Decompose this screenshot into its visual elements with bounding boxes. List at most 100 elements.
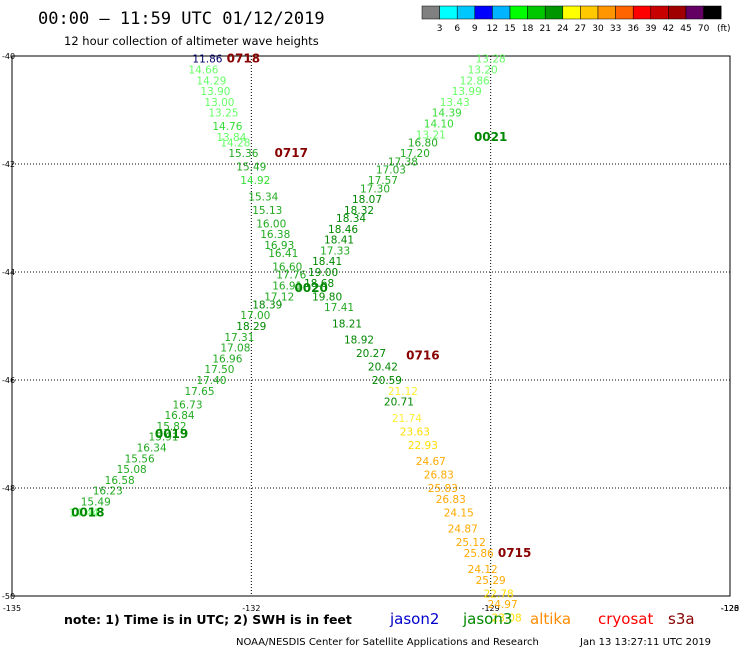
y-tick-label: -48 [2,484,15,493]
pass-labels: 0718071700210020071600190018071511171117… [71,52,531,560]
wave-height-value: 17.40 [196,375,226,387]
wave-height-value: 22.78 [484,588,514,600]
wave-height-value: 14.92 [240,175,270,187]
colorbar-swatch [703,5,722,20]
wave-height-values: 11.8614.6614.2913.9013.0013.2514.7613.84… [69,54,522,625]
wave-height-value: 13.84 [216,132,246,144]
wave-height-value: 22.93 [408,440,438,452]
colorbar-label: 70 [698,24,710,34]
wave-height-value: 13.28 [476,54,506,66]
colorbar-swatch [474,5,493,20]
wave-height-value: 15.08 [117,464,147,476]
colorbar-label: 6 [454,24,460,34]
wave-height-value: 15.34 [248,191,278,203]
colorbar-swatch [632,5,652,20]
y-tick-label: -46 [2,376,15,385]
wave-height-value: 17.30 [360,183,390,195]
y-tick-label: -40 [2,52,15,61]
pass-label: 0717 [275,146,308,160]
wave-height-value: 19.00 [308,267,338,279]
wave-height-value: 24.12 [468,564,498,576]
wave-height-value: 20.27 [356,348,386,360]
wave-height-value: 13.00 [204,97,234,109]
wave-height-value: 14.10 [424,119,454,131]
pass-label: 0716 [406,349,439,363]
colorbar-swatch [685,5,704,20]
wave-height-value: 18.68 [304,278,334,290]
wave-height-value: 17.12 [264,291,294,303]
wave-height-value: 14.44 [69,507,99,519]
wave-height-value: 13.99 [452,86,482,98]
wave-height-value: 20.59 [372,375,402,387]
colorbar-swatch [421,5,440,20]
pass-label: 0021 [474,130,507,144]
x-tick-label: -129 [482,604,500,613]
pass-label: 0715 [498,546,531,560]
wave-height-value: 14.29 [196,75,226,87]
wave-height-value: 17.08 [220,343,250,355]
wave-height-value: 14.66 [188,65,218,77]
wave-height-value: 18.39 [252,299,282,311]
wave-height-value: 20.71 [384,397,414,409]
colorbar-swatch [544,5,564,20]
colorbar-swatch [615,5,634,20]
wave-height-value: 14.76 [212,121,242,133]
pass-label: 0018 [71,505,104,519]
wave-height-value: 16.84 [165,410,195,422]
x-tick-label: -135 [3,604,21,613]
colorbar-label: 18 [522,24,534,34]
wave-height-value: 23.63 [400,426,430,438]
wave-height-value: 16.34 [137,443,167,455]
wave-height-value: 17.41 [324,302,354,314]
wave-height-value: 18.92 [344,335,374,347]
wave-height-value: 25.29 [476,575,506,587]
wave-height-value: 16.23 [93,486,123,498]
wave-height-value: 24.97 [488,599,518,611]
axis-tick-labels: -135 -132 -129 -126-123-120 -40 -42 -44 -46 -48 -… [2,52,739,613]
chart-subtitle: 12 hour collection of altimeter wave hei… [64,34,319,48]
colorbar-label: 39 [645,24,657,34]
legend-cryosat: cryosat [598,610,653,628]
wave-height-value: 24.87 [448,524,478,536]
colorbar-label: 12 [487,24,498,34]
wave-height-value: 15.91 [149,432,179,444]
chart-title: 00:00 – 11:59 UTC 01/12/2019 [38,9,325,29]
colorbar-label: 36 [627,24,639,34]
colorbar-label: 24 [557,24,569,34]
wave-height-value: 19.80 [312,291,342,303]
wave-height-value: 15.49 [236,162,266,174]
x-tick-label: -132 [242,604,260,613]
colorbar-label: 42 [663,24,674,34]
wave-height-value: 17.76 [276,270,306,282]
wave-height-value: 16.80 [408,137,438,149]
colorbar-label: 9 [472,24,478,34]
wave-height-value: 18.41 [312,256,342,268]
legend-altika: altika [530,610,571,628]
wave-height-value: 18.34 [336,213,366,225]
wave-height-value: 17.50 [204,364,234,376]
colorbar-swatch [509,5,528,20]
wave-height-value: 14.28 [220,137,250,149]
wave-height-value: 24.15 [444,507,474,519]
legend-s3a: s3a [668,610,695,628]
colorbar-swatch [527,5,546,20]
wave-height-value: 25.86 [464,548,494,560]
colorbar-swatch [456,5,476,20]
satellite-legend: jason2 jason3 altika cryosat s3a [389,610,695,628]
wave-height-value: 11.86 [192,54,222,66]
wave-height-value: 13.21 [416,129,446,141]
wave-height-value: 13.43 [440,97,470,109]
wave-height-value: 15.82 [157,421,187,433]
wave-height-value: 17.33 [320,245,350,257]
y-tick-label: -42 [2,160,15,169]
x-tick-label: -126 [721,604,739,613]
wave-height-value: 16.38 [260,229,290,241]
wave-height-value: 17.20 [400,148,430,160]
y-tick-label: -44 [2,268,15,277]
legend-jason2: jason2 [389,610,439,628]
wave-height-value: 25.83 [428,483,458,495]
colorbar-swatch [580,5,599,20]
wave-height-value: 17.65 [184,386,214,398]
colorbar-label: 15 [504,24,515,34]
